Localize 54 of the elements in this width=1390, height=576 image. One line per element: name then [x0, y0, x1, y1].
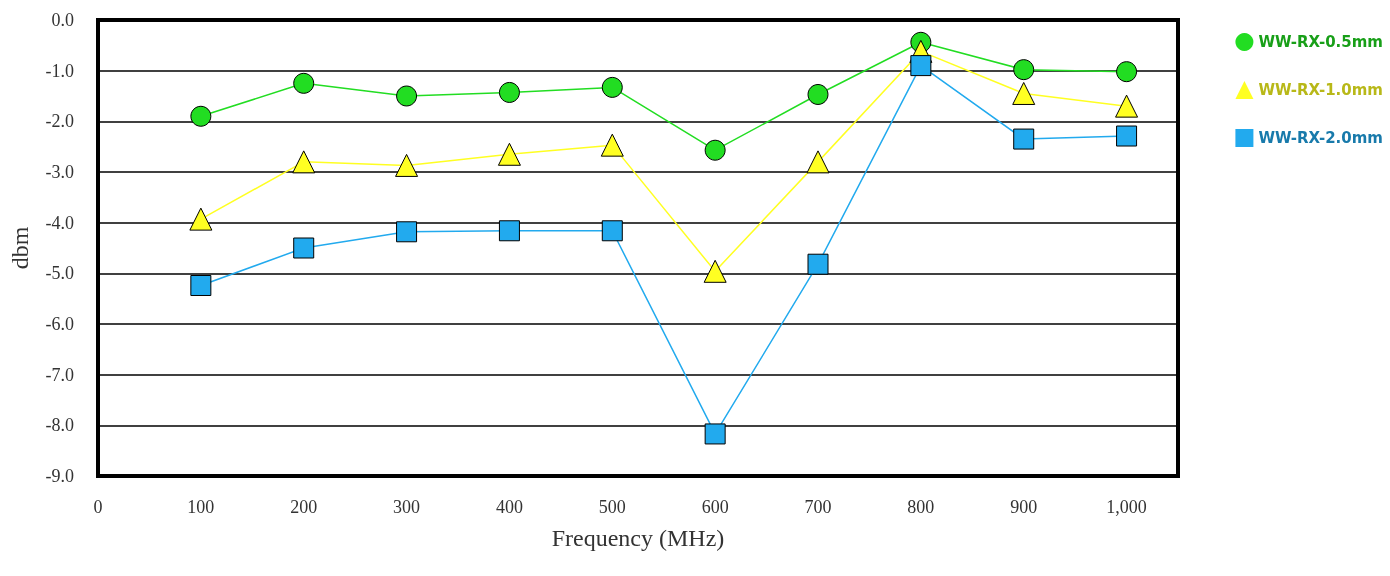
legend-label: WW-RX-0.5mm: [1258, 33, 1383, 51]
y-tick-label: -9.0: [45, 466, 74, 486]
point: [1013, 128, 1035, 150]
y-tick-label: -4.0: [45, 212, 74, 233]
x-tick-label: 0: [93, 497, 103, 517]
point: [910, 55, 932, 77]
point: [189, 207, 213, 231]
x-tick-label: 700: [804, 497, 832, 517]
x-tick-label: 400: [495, 497, 523, 517]
x-tick-label: 500: [598, 497, 626, 517]
point: [190, 105, 212, 127]
point: [396, 85, 418, 107]
point: [807, 83, 829, 105]
y-tick-label: -8.0: [45, 415, 74, 436]
point: [600, 133, 624, 157]
point: [395, 153, 419, 177]
x-tick-label: 100: [187, 497, 215, 517]
y-tick-label: -3.0: [45, 162, 74, 182]
point: [498, 220, 520, 242]
x-axis-title: Frequency (MHz): [551, 525, 725, 551]
y-axis-title: dbm: [7, 226, 33, 270]
point: [703, 259, 727, 283]
point: [190, 274, 212, 296]
point: [601, 76, 623, 98]
x-tick-label: 300: [393, 497, 421, 517]
y-tick-label: -5.0: [45, 263, 74, 284]
y-tick-label: -6.0: [45, 314, 74, 334]
point: [1012, 81, 1036, 105]
point: [601, 220, 623, 242]
x-tick-label: 800: [907, 497, 935, 517]
point: [293, 72, 315, 94]
x-tick-label: 900: [1010, 497, 1038, 517]
legend-label: WW-RX-1.0mm: [1258, 81, 1383, 99]
point: [704, 423, 726, 445]
point: [704, 139, 726, 161]
point: [498, 81, 520, 103]
y-tick-label: -2.0: [45, 111, 74, 132]
x-tick-label: 200: [290, 497, 318, 517]
point: [1116, 125, 1138, 147]
legend-label: WW-RX-2.0mm: [1258, 129, 1383, 147]
x-tick-label: 1,000: [1106, 497, 1147, 517]
point: [807, 253, 829, 275]
point: [1116, 61, 1138, 83]
y-tick-label: -1.0: [45, 60, 74, 81]
x-tick-label: 600: [701, 497, 729, 517]
y-tick-label: 0.0: [51, 10, 74, 30]
point: [497, 142, 521, 166]
point: [293, 237, 315, 259]
y-tick-label: -7.0: [45, 364, 74, 385]
point: [396, 221, 418, 243]
point: [806, 150, 830, 174]
point: [1013, 59, 1035, 81]
point: [1115, 94, 1139, 118]
point: [292, 150, 316, 174]
